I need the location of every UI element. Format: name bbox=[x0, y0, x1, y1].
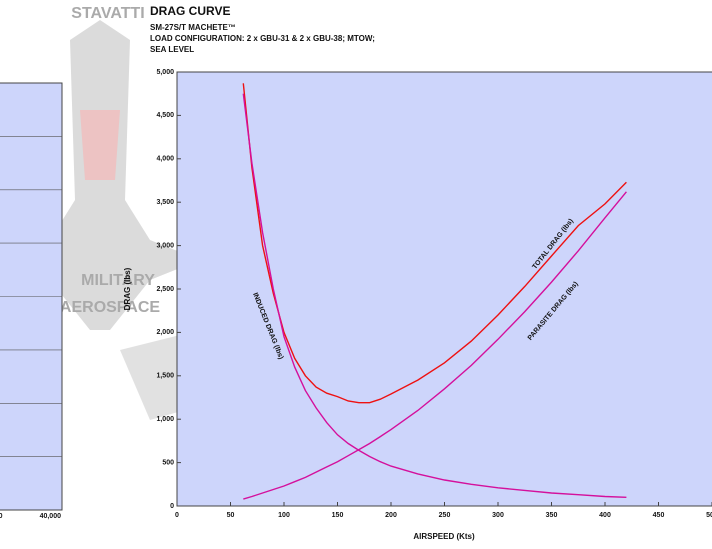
y-tick-label: 500 bbox=[162, 459, 174, 466]
x-tick-label: 400 bbox=[599, 512, 611, 519]
chart-title: DRAG CURVE bbox=[150, 4, 230, 18]
x-tick-label: 250 bbox=[439, 512, 451, 519]
y-tick-label: 4,000 bbox=[156, 156, 174, 163]
aircraft-detail bbox=[80, 110, 120, 180]
x-tick-label: 30,000 bbox=[0, 513, 3, 520]
x-tick-label: 300 bbox=[492, 512, 504, 519]
y-tick-label: 3,500 bbox=[156, 199, 174, 206]
x-tick-label: 500 bbox=[706, 512, 712, 519]
x-tick-label: 450 bbox=[653, 512, 665, 519]
logo-text: MILITARY bbox=[81, 272, 155, 289]
x-axis-label: AIRSPEED (Kts) bbox=[413, 532, 475, 541]
x-tick-label: 150 bbox=[332, 512, 344, 519]
y-tick-label: 1,500 bbox=[156, 373, 174, 380]
chart-subtitle: SM-27S/T MACHETE™ bbox=[150, 23, 236, 32]
y-tick-label: 3,000 bbox=[156, 242, 174, 249]
series-line bbox=[242, 93, 627, 498]
grid bbox=[0, 136, 62, 457]
x-tick-label: 350 bbox=[546, 512, 558, 519]
left-chart bbox=[0, 82, 63, 511]
y-tick-label: 0 bbox=[170, 503, 174, 510]
x-tick-label: 50 bbox=[227, 512, 235, 519]
y-tick-label: 2,000 bbox=[156, 329, 174, 336]
chart-subtitle: LOAD CONFIGURATION: 2 x GBU-31 & 2 x GBU… bbox=[150, 34, 375, 43]
x-tick-label: 200 bbox=[385, 512, 397, 519]
series-line bbox=[243, 191, 627, 500]
y-tick-label: 1,000 bbox=[156, 416, 174, 423]
y-tick-label: 5,000 bbox=[156, 69, 174, 76]
y-axis-label: DRAG (lbs) bbox=[123, 267, 132, 310]
x-tick-label: 100 bbox=[278, 512, 290, 519]
y-tick-label: 4,500 bbox=[156, 112, 174, 119]
logo-text: AEROSPACE bbox=[60, 299, 160, 316]
chart-subtitle: SEA LEVEL bbox=[150, 45, 194, 54]
logo-text: STAVATTI bbox=[71, 5, 144, 22]
x-tick-label: 0 bbox=[175, 512, 179, 519]
plot-area bbox=[176, 71, 712, 507]
y-tick-label: 2,500 bbox=[156, 286, 174, 293]
x-tick-label: 40,000 bbox=[40, 513, 62, 520]
